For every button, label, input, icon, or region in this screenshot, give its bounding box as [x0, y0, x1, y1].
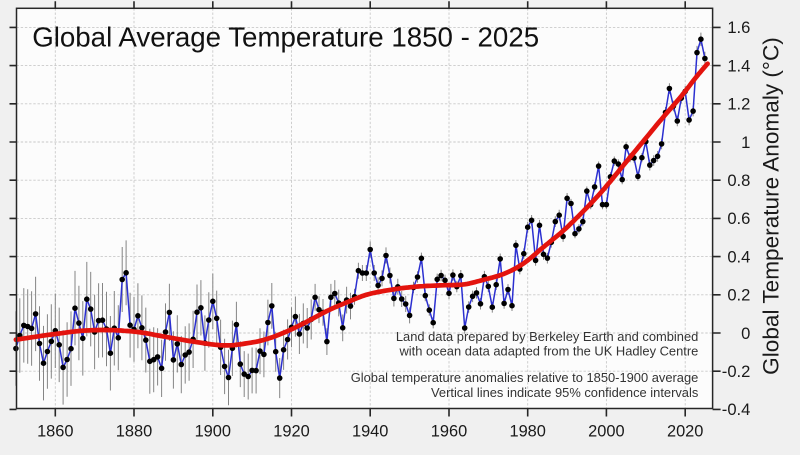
- svg-text:1980: 1980: [509, 423, 545, 441]
- svg-text:2020: 2020: [667, 423, 703, 441]
- svg-text:Global temperature anomalies r: Global temperature anomalies relative to…: [351, 370, 699, 385]
- svg-text:1: 1: [741, 133, 750, 152]
- svg-text:Vertical lines indicate 95% co: Vertical lines indicate 95% confidence i…: [431, 385, 698, 400]
- svg-text:-0.2: -0.2: [722, 362, 751, 381]
- svg-text:1.2: 1.2: [727, 95, 750, 114]
- svg-text:0.6: 0.6: [727, 209, 750, 228]
- svg-text:1920: 1920: [273, 423, 309, 441]
- svg-text:1960: 1960: [431, 423, 467, 441]
- svg-text:2000: 2000: [588, 423, 624, 441]
- svg-text:with ocean data adapted from t: with ocean data adapted from the UK Hadl…: [398, 344, 698, 359]
- svg-text:0: 0: [741, 324, 750, 343]
- svg-text:1.4: 1.4: [727, 56, 750, 75]
- svg-text:1900: 1900: [195, 423, 231, 441]
- svg-text:-0.4: -0.4: [722, 400, 751, 419]
- svg-text:0.8: 0.8: [727, 171, 750, 190]
- svg-text:0.2: 0.2: [727, 286, 750, 305]
- svg-text:Global Temperature Anomaly (°: Global Temperature Anomaly (°C): [759, 37, 784, 375]
- svg-text:Land data prepared by Berkeley: Land data prepared by Berkeley Earth and…: [396, 329, 698, 344]
- svg-text:1.6: 1.6: [727, 18, 750, 37]
- svg-text:1880: 1880: [116, 423, 152, 441]
- svg-text:1940: 1940: [352, 423, 388, 441]
- svg-text:1860: 1860: [37, 423, 73, 441]
- svg-text:0.4: 0.4: [727, 247, 750, 266]
- svg-text:Global Average Temperature 185: Global Average Temperature 1850 - 2025: [32, 21, 539, 52]
